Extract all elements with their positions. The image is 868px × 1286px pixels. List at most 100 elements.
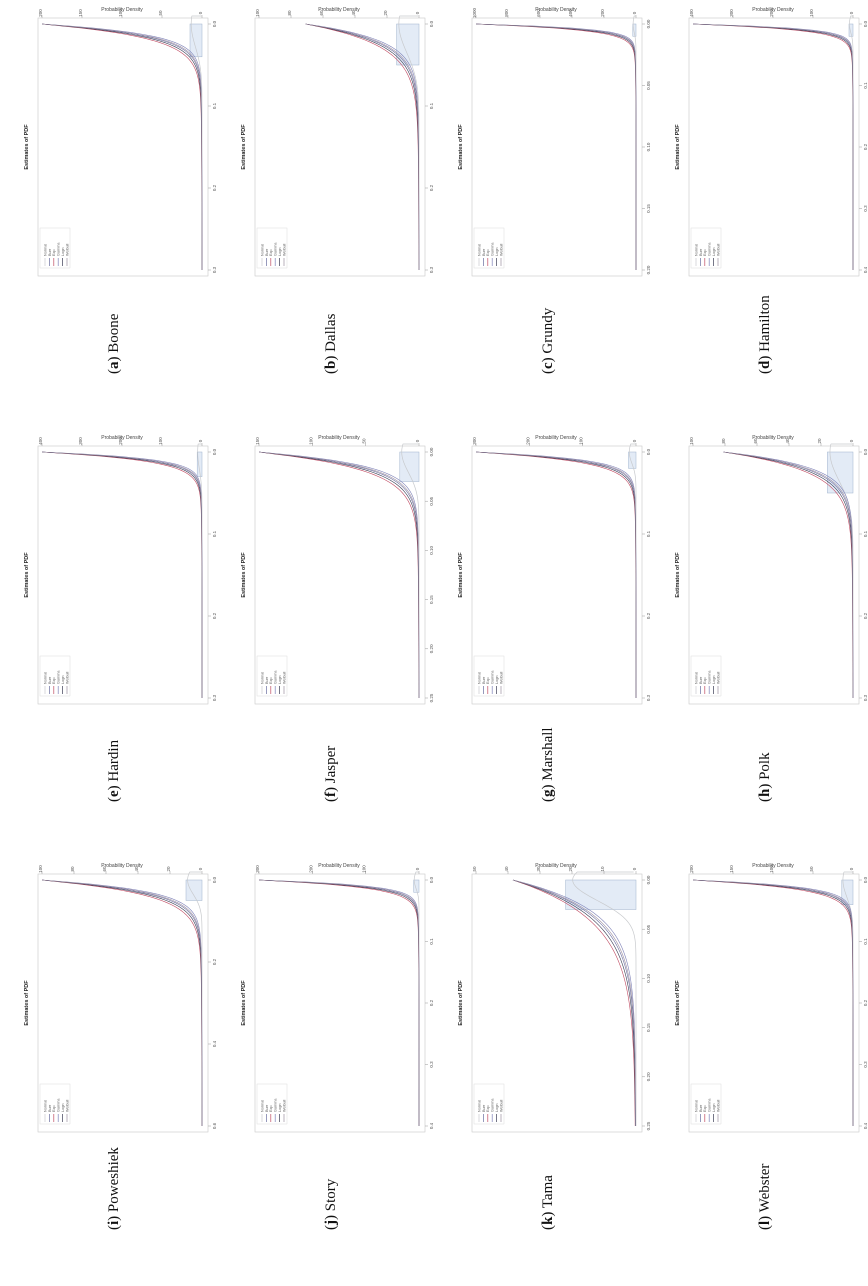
chart-panel: 0 100 200 300 400 0.0 0.1 0.2 0.3 0.4 Estimates of… bbox=[657, 2, 868, 430]
legend-label-normal: Normal bbox=[694, 244, 698, 256]
chart-title: Estimates of PDF bbox=[241, 124, 247, 170]
series-weibull bbox=[41, 451, 203, 698]
x-tick-label: 0.3 bbox=[863, 205, 868, 212]
chart-panel: 0 20 40 60 80 100 0.0 0.1 0.2 0.3 Estimates of PDF… bbox=[657, 430, 868, 858]
series-exp bbox=[512, 879, 636, 1127]
y-tick-label: 100 bbox=[362, 865, 367, 873]
legend: Normal Burr Exp Gamma Logn Weibull bbox=[256, 1083, 288, 1125]
x-tick-label: 0.3 bbox=[863, 1061, 868, 1068]
y-tick-label: 0 bbox=[849, 867, 854, 870]
legend-label-normal: Normal bbox=[260, 244, 264, 256]
legend-label-exp: Exp bbox=[486, 677, 490, 684]
chart-title: Estimates of PDF bbox=[675, 124, 681, 170]
legend-label-exp: Exp bbox=[486, 1105, 490, 1112]
y-tick-label: 10 bbox=[600, 866, 605, 872]
x-tick-label: 0.0 bbox=[212, 20, 217, 27]
legend-label-weibull: Weibull bbox=[716, 671, 720, 684]
x-tick-label: 0.0 bbox=[863, 448, 868, 455]
legend: Normal Burr Exp Gamma Logn Weibull bbox=[39, 227, 71, 269]
legend-label-logn: Logn bbox=[495, 248, 499, 256]
y-tick-label: 0 bbox=[415, 439, 420, 442]
legend-label-weibull: Weibull bbox=[65, 1099, 69, 1112]
chart-title: Estimates of PDF bbox=[24, 980, 30, 1026]
legend-label-logn: Logn bbox=[278, 248, 282, 256]
x-tick-label: 0.6 bbox=[212, 1122, 217, 1129]
chart-panel: 0 100 200 300 0.0 0.1 0.2 0.3 Estimates of PDF Pr… bbox=[440, 430, 657, 858]
y-tick-label: 100 bbox=[118, 9, 123, 17]
legend-label-burr: Burr bbox=[482, 676, 486, 684]
y-tick-label: 150 bbox=[78, 9, 83, 17]
series-normal-tail bbox=[401, 443, 419, 453]
legend-label-gamma: Gamma bbox=[491, 242, 495, 256]
y-tick-label: 100 bbox=[255, 9, 260, 17]
series-weibull bbox=[475, 23, 637, 270]
pdf-chart: 0 20 40 60 80 100 0.0 0.1 0.2 0.3 Estimates of PDF… bbox=[241, 7, 434, 277]
x-tick-label: 0.1 bbox=[863, 82, 868, 89]
legend-label-exp: Exp bbox=[703, 677, 707, 684]
legend-label-exp: Exp bbox=[52, 677, 56, 684]
y-tick-label: 400 bbox=[689, 9, 694, 17]
panel-caption: (h) Polk bbox=[757, 752, 773, 802]
y-axis-label: Probability Density bbox=[752, 863, 794, 869]
y-tick-label: 200 bbox=[525, 437, 530, 445]
chart-panel: 0 10 20 30 40 50 0.00 0.05 0.10 0.15 0.20 0.25 Estim… bbox=[440, 858, 657, 1286]
histogram-bar bbox=[396, 23, 420, 66]
y-tick-label: 0 bbox=[632, 439, 637, 442]
chart-title: Estimates of PDF bbox=[458, 552, 464, 598]
legend-label-weibull: Weibull bbox=[716, 243, 720, 256]
y-tick-label: 60 bbox=[102, 866, 107, 872]
pdf-chart: 0 100 200 300 400 0.0 0.1 0.2 0.3 0.4 Estimates of… bbox=[675, 7, 868, 277]
pdf-chart: 0 20 40 60 80 100 0.0 0.1 0.2 0.3 Estimates of PDF… bbox=[675, 435, 868, 705]
pdf-chart: 0 100 200 300 0.0 0.1 0.2 0.3 0.4 Estimates of PD… bbox=[241, 863, 434, 1133]
x-tick-label: 0.1 bbox=[863, 938, 868, 945]
panel-caption: (i) Poweshiek bbox=[106, 1147, 122, 1230]
legend-label-weibull: Weibull bbox=[65, 671, 69, 684]
legend-label-normal: Normal bbox=[694, 672, 698, 684]
chart-panel: 0 20 40 60 80 100 0.0 0.2 0.4 0.6 Estimates of PDF… bbox=[6, 858, 223, 1286]
legend: Normal Burr Exp Gamma Logn Weibull bbox=[39, 655, 71, 697]
series-normal bbox=[572, 879, 637, 1126]
plot-frame bbox=[471, 445, 643, 705]
x-tick-label: 0.3 bbox=[429, 1061, 434, 1068]
caption-letter: j bbox=[323, 1220, 339, 1225]
legend: Normal Burr Exp Gamma Logn Weibull bbox=[473, 227, 505, 269]
series-normal-tail bbox=[398, 15, 419, 25]
series-normal-tail bbox=[190, 15, 202, 25]
caption-letter: g bbox=[540, 789, 556, 798]
series-normal-tail bbox=[572, 871, 634, 881]
pdf-chart: 0 200 400 600 800 1000 0.00 0.05 0.10 0.15 0.20 Est… bbox=[458, 7, 651, 277]
legend: Normal Burr Exp Gamma Logn Weibull bbox=[690, 227, 722, 269]
chart-title: Estimates of PDF bbox=[24, 552, 30, 598]
x-tick-label: 0.3 bbox=[429, 266, 434, 273]
plot-frame bbox=[37, 873, 209, 1133]
x-tick-label: 0.4 bbox=[429, 1122, 434, 1129]
y-tick-label: 0 bbox=[632, 11, 637, 14]
legend-label-gamma: Gamma bbox=[57, 242, 61, 256]
x-tick-label: 0.4 bbox=[212, 1040, 217, 1047]
y-tick-label: 80 bbox=[721, 438, 726, 444]
legend-label-exp: Exp bbox=[703, 1105, 707, 1112]
x-tick-label: 0.10 bbox=[646, 142, 651, 151]
y-tick-label: 0 bbox=[198, 439, 203, 442]
series-normal-tail bbox=[197, 443, 202, 453]
y-axis-label: Probability Density bbox=[752, 435, 794, 441]
x-tick-label: 0.25 bbox=[429, 693, 434, 702]
y-axis-label: Probability Density bbox=[318, 435, 360, 441]
legend-label-exp: Exp bbox=[52, 1105, 56, 1112]
legend-label-exp: Exp bbox=[52, 249, 56, 256]
legend-label-gamma: Gamma bbox=[57, 1098, 61, 1112]
series-normal bbox=[187, 879, 203, 1126]
series-weibull bbox=[41, 879, 203, 1126]
y-tick-label: 200 bbox=[600, 9, 605, 17]
legend-label-weibull: Weibull bbox=[499, 671, 503, 684]
y-tick-label: 20 bbox=[568, 866, 573, 872]
x-tick-label: 0.0 bbox=[863, 876, 868, 883]
legend-label-exp: Exp bbox=[269, 677, 273, 684]
y-tick-label: 300 bbox=[78, 437, 83, 445]
plot-frame bbox=[254, 17, 426, 277]
x-tick-label: 0.00 bbox=[646, 875, 651, 884]
histogram-bar bbox=[185, 879, 203, 901]
x-tick-label: 0.20 bbox=[646, 265, 651, 274]
legend-label-gamma: Gamma bbox=[491, 1098, 495, 1112]
y-tick-label: 20 bbox=[817, 438, 822, 444]
